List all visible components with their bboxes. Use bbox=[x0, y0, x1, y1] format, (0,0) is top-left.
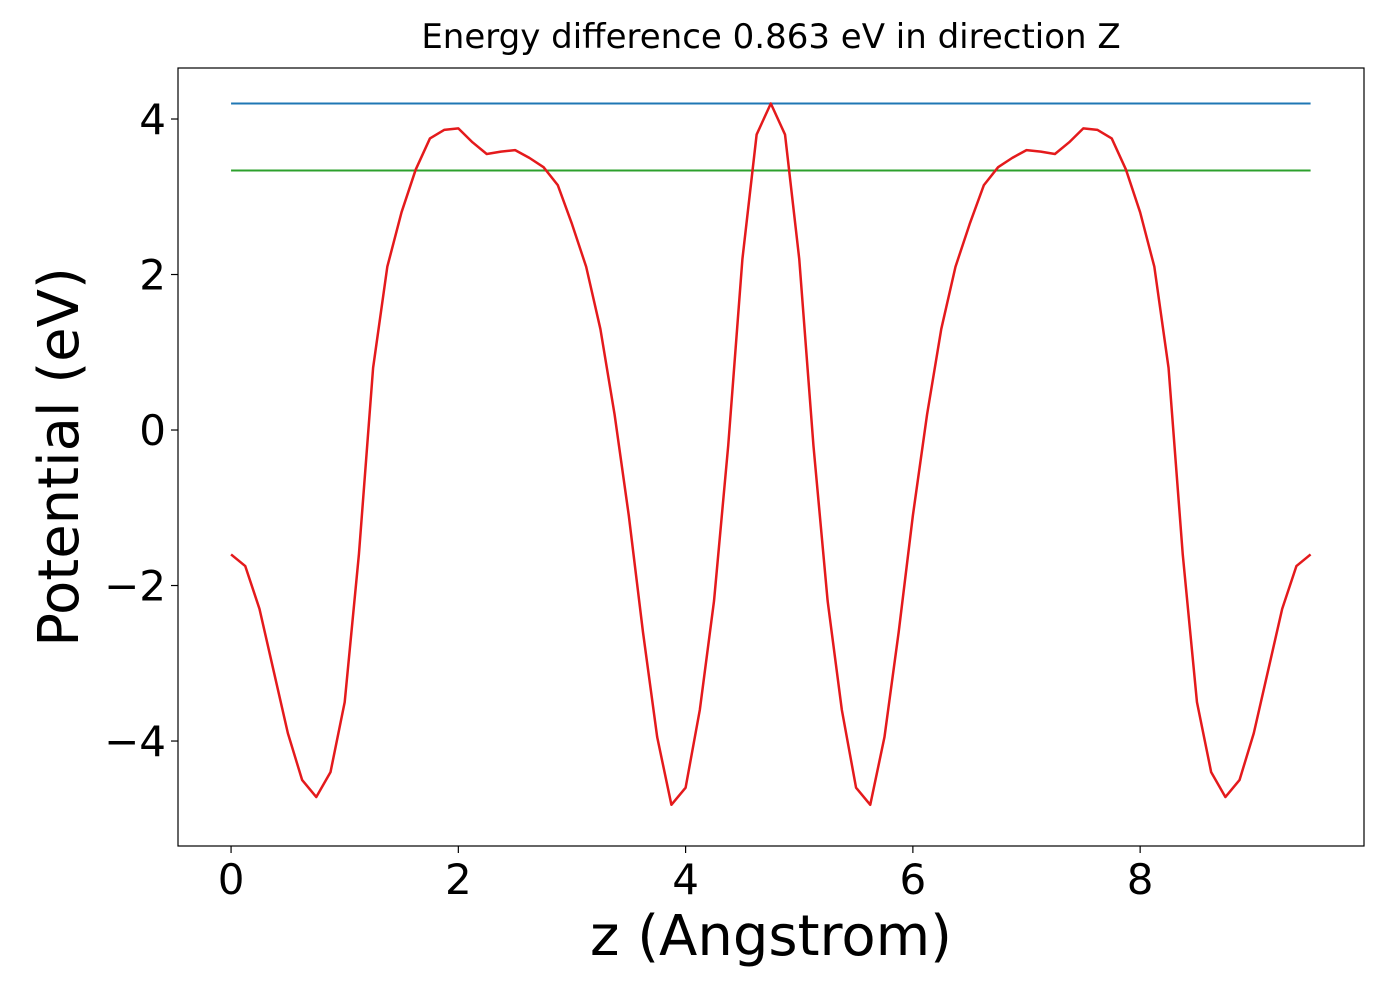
y-axis-label: Potential (eV) bbox=[27, 267, 92, 647]
line-series bbox=[230, 102, 1312, 807]
x-tick-label: 6 bbox=[900, 855, 927, 904]
y-tick-label: 2 bbox=[139, 251, 166, 300]
x-tick-label: 2 bbox=[445, 855, 472, 904]
plot-frame bbox=[177, 67, 1365, 847]
x-tick-label: 0 bbox=[218, 855, 245, 904]
y-tick-label: −4 bbox=[104, 717, 166, 766]
x-axis-label: z (Angstrom) bbox=[590, 904, 952, 969]
chart-title: Energy difference 0.863 eV in direction … bbox=[421, 17, 1120, 57]
x-tick-label: 8 bbox=[1127, 855, 1154, 904]
y-tick-label: 0 bbox=[139, 406, 166, 455]
y-tick-label: −2 bbox=[104, 562, 166, 611]
y-tick-label: 4 bbox=[139, 95, 166, 144]
x-tick-label: 4 bbox=[672, 855, 699, 904]
